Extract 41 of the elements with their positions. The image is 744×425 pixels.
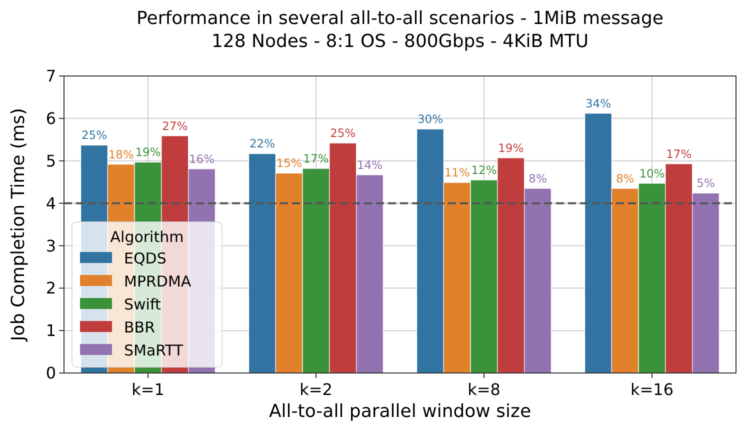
x-tick-label: k=2 bbox=[300, 380, 332, 399]
annotation: 5% bbox=[696, 176, 715, 190]
y-tick-label: 2 bbox=[46, 278, 56, 298]
y-tick-label: 5 bbox=[46, 151, 56, 170]
annotation: 8% bbox=[528, 171, 547, 186]
annotation: 19% bbox=[135, 145, 161, 160]
x-tick-label: k=1 bbox=[132, 380, 164, 399]
annotation: 14% bbox=[356, 158, 383, 172]
annotation: 27% bbox=[162, 118, 188, 133]
x-tick-label: k=16 bbox=[630, 380, 674, 399]
x-tick-label: k=8 bbox=[468, 380, 500, 399]
annotation: 34% bbox=[585, 96, 612, 110]
annotation: 17% bbox=[303, 151, 329, 166]
legend-label: MPRDMA bbox=[124, 272, 192, 290]
y-tick-label: 0 bbox=[46, 364, 56, 383]
legend-title: Algorithm bbox=[110, 228, 184, 246]
annotation: 30% bbox=[417, 112, 444, 126]
annotation: 25% bbox=[330, 126, 356, 140]
y-tick-label: 1 bbox=[46, 321, 56, 340]
x-axis-title: All-to-all parallel window size bbox=[268, 401, 532, 422]
annotation: 8% bbox=[616, 171, 634, 186]
y-tick-label: 4 bbox=[46, 194, 56, 213]
y-tick-label: 7 bbox=[46, 66, 56, 86]
annotation: 17% bbox=[666, 146, 692, 161]
chart-title: Performance in several all-to-all scenarios - 1MiB message 128 Nodes - 8:1 OS - 800Gbps - 4KiB MTU bbox=[136, 8, 664, 52]
y-tick-label: 3 bbox=[46, 236, 56, 256]
legend-label: EQDS bbox=[124, 249, 166, 268]
y-axis-title: Job Completion Time (ms) bbox=[8, 108, 29, 342]
y-tick-label: 6 bbox=[46, 109, 56, 128]
legend-label: BBR bbox=[124, 318, 156, 336]
annotation: 16% bbox=[188, 152, 215, 166]
annotation: 22% bbox=[249, 136, 276, 151]
annotation: 15% bbox=[276, 156, 302, 170]
annotation: 12% bbox=[471, 162, 497, 177]
annotation: 25% bbox=[81, 128, 108, 142]
legend-label: SMaRTT bbox=[124, 341, 184, 360]
legend-label: Swift bbox=[124, 295, 161, 314]
annotation: 19% bbox=[498, 140, 524, 155]
annotation: 11% bbox=[444, 165, 470, 180]
annotation: 10% bbox=[639, 166, 665, 180]
annotation: 18% bbox=[108, 147, 134, 162]
